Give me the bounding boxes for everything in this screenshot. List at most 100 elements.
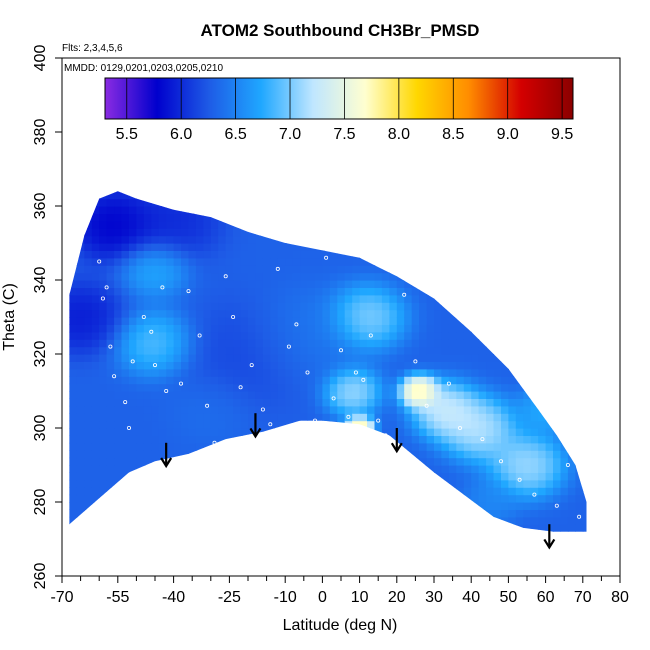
heatmap-cell (560, 213, 569, 222)
heatmap-cell (508, 494, 517, 503)
heatmap-cell (419, 494, 428, 503)
heatmap-cell (285, 235, 294, 244)
heatmap-cell (270, 405, 279, 414)
heatmap-cell (434, 405, 442, 414)
heatmap-cell (129, 265, 137, 274)
heatmap-cell (381, 465, 390, 473)
heatmap-cell (136, 294, 145, 303)
heatmap-cell (308, 532, 316, 540)
sample-point (312, 418, 317, 423)
heatmap-cell (99, 494, 108, 503)
heatmap-cell (99, 487, 108, 496)
heatmap-cell (195, 516, 204, 525)
heatmap-cell (337, 457, 346, 466)
heatmap-cell (456, 309, 465, 318)
heatmap-cell (315, 442, 323, 451)
heatmap-cell (129, 442, 137, 451)
heatmap-cell (515, 465, 524, 473)
heatmap-cell (114, 302, 123, 311)
heatmap-cell (188, 435, 197, 444)
heatmap-cell (381, 220, 390, 229)
heatmap-cell (523, 243, 532, 251)
heatmap-cell (471, 442, 480, 451)
heatmap-cell (158, 361, 167, 370)
heatmap-cell (121, 220, 130, 229)
heatmap-cell (84, 465, 93, 473)
heatmap-cell (553, 368, 561, 377)
heatmap-cell (69, 280, 78, 288)
heatmap-cell (486, 265, 495, 274)
heatmap-cell (129, 235, 137, 244)
heatmap-cell (143, 494, 152, 503)
heatmap-cell (166, 383, 175, 392)
heatmap-cell (173, 479, 182, 488)
heatmap-cell (329, 368, 338, 377)
heatmap-cell (478, 435, 487, 444)
heatmap-cell (545, 243, 554, 251)
heatmap-cell (262, 479, 271, 488)
heatmap-cell (337, 487, 346, 496)
heatmap-cell (463, 294, 472, 303)
heatmap-cell (582, 280, 587, 288)
heatmap-cell (560, 442, 569, 451)
heatmap-cell (344, 257, 353, 266)
heatmap-cell (374, 317, 383, 325)
heatmap-cell (270, 442, 279, 451)
heatmap-cell (91, 405, 100, 414)
heatmap-cell (582, 339, 587, 348)
heatmap-cell (300, 442, 309, 451)
heatmap-cell (590, 228, 598, 236)
heatmap-cell (143, 191, 152, 192)
heatmap-cell (210, 524, 219, 532)
heatmap-cell (337, 191, 346, 200)
heatmap-cell (352, 243, 361, 251)
heatmap-cell (486, 339, 495, 348)
heatmap-cell (285, 457, 294, 466)
heatmap-cell (300, 294, 309, 303)
heatmap-cell (434, 442, 442, 451)
heatmap-cell (389, 509, 398, 518)
heatmap-cell (419, 413, 428, 422)
heatmap-cell (158, 213, 167, 222)
heatmap-cell (344, 250, 353, 259)
heatmap-cell (285, 405, 294, 414)
heatmap-cell (508, 442, 517, 451)
heatmap-cell (203, 502, 212, 510)
heatmap-cell (270, 435, 279, 444)
heatmap-cell (240, 213, 249, 222)
heatmap-cell (114, 435, 123, 444)
heatmap-cell (240, 317, 249, 325)
heatmap-cell (463, 302, 472, 311)
heatmap-cell (322, 302, 331, 311)
heatmap-cell (121, 435, 130, 444)
heatmap-cell (382, 532, 390, 540)
heatmap-cell (270, 457, 279, 466)
heatmap-cell (560, 331, 569, 340)
heatmap-cell (166, 346, 175, 355)
heatmap-cell (471, 450, 480, 459)
heatmap-cell (329, 487, 338, 496)
heatmap-cell (69, 472, 78, 481)
heatmap-cell (166, 339, 175, 348)
heatmap-cell (121, 428, 130, 436)
heatmap-cell (248, 450, 256, 459)
heatmap-cell (129, 413, 137, 422)
heatmap-cell (218, 413, 227, 422)
heatmap-cell (69, 376, 70, 385)
heatmap-cell (255, 331, 264, 340)
heatmap-cell (582, 494, 587, 503)
heatmap-cell (84, 324, 93, 333)
heatmap-cell (121, 502, 130, 510)
heatmap-cell (471, 368, 480, 377)
heatmap-cell (285, 309, 294, 318)
heatmap-cell (151, 420, 160, 429)
heatmap-cell (270, 368, 279, 377)
heatmap-cell (441, 442, 450, 451)
heatmap-cell (143, 361, 152, 370)
heatmap-cell (300, 228, 309, 237)
heatmap-cell (143, 317, 152, 325)
heatmap-cell (99, 532, 107, 540)
heatmap-cell (389, 398, 398, 407)
heatmap-cell (590, 287, 598, 295)
heatmap-cell (188, 457, 197, 466)
